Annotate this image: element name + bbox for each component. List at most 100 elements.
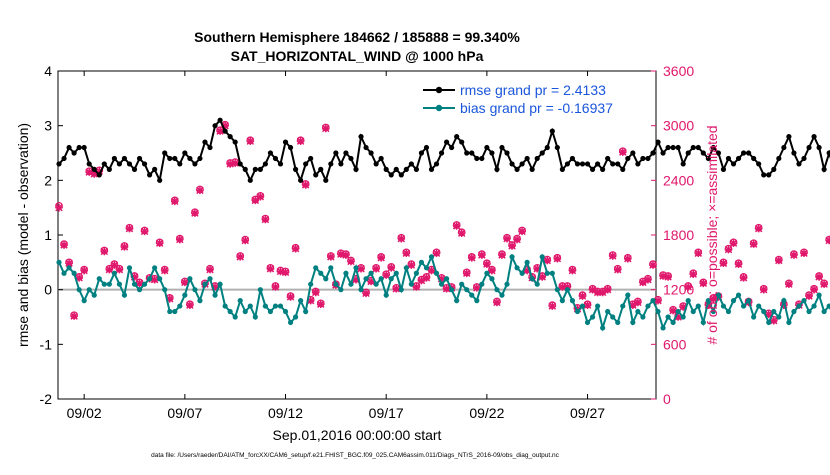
- rmse-point: [202, 139, 208, 145]
- rmse-point: [252, 166, 258, 172]
- bias-point: [318, 270, 324, 276]
- rmse-point: [338, 161, 344, 167]
- y-right-tick-label: 3000: [663, 118, 694, 134]
- rmse-point: [650, 150, 656, 156]
- plot-area: [57, 70, 657, 400]
- rmse-point: [625, 155, 631, 162]
- obs-assimilated-point: [301, 181, 310, 189]
- obs-assimilated-point: [719, 259, 728, 268]
- bias-point: [740, 303, 747, 309]
- obs-assimilated-point: [483, 260, 491, 268]
- rmse-point: [705, 155, 711, 162]
- rmse-point: [418, 150, 425, 156]
- obs-assimilated-point: [266, 264, 275, 273]
- bias-point: [91, 292, 97, 298]
- rmse-point: [771, 166, 777, 172]
- bias-point: [519, 270, 525, 276]
- obs-assimilated-point: [442, 284, 451, 293]
- bias-point: [86, 287, 92, 293]
- bias-point: [182, 292, 188, 298]
- bias-point: [700, 319, 706, 326]
- rmse-point: [177, 161, 183, 167]
- bias-point: [454, 298, 460, 304]
- obs-assimilated-point: [352, 275, 360, 284]
- bias-point: [811, 303, 817, 309]
- bias-point: [730, 298, 737, 304]
- bias-point: [423, 265, 430, 271]
- obs-assimilated-point: [488, 266, 496, 275]
- x-tick-label: 09/12: [268, 405, 303, 421]
- obs-assimilated-point: [664, 273, 672, 281]
- bias-point: [710, 308, 716, 315]
- bias-point: [383, 292, 389, 298]
- bias-point: [554, 287, 560, 293]
- rmse-point: [292, 166, 299, 172]
- rmse-point: [91, 166, 97, 172]
- bias-point: [232, 314, 238, 320]
- bias-point: [645, 303, 651, 309]
- obs-assimilated-point: [533, 264, 542, 273]
- bias-point: [438, 281, 445, 287]
- bias-point: [328, 265, 334, 271]
- obs-assimilated-point: [65, 259, 73, 268]
- bias-point: [157, 276, 163, 282]
- bias-point: [766, 319, 772, 326]
- bias-point: [96, 276, 102, 282]
- bias-point: [141, 281, 148, 287]
- rmse-point: [494, 166, 500, 172]
- rmse-point: [217, 117, 223, 123]
- bias-point: [801, 298, 807, 304]
- rmse-point: [675, 144, 681, 151]
- obs-assimilated-point: [624, 254, 632, 263]
- bias-point: [76, 287, 82, 293]
- bias-point: [388, 276, 394, 282]
- rmse-point: [287, 144, 294, 151]
- obs-assimilated-point: [568, 266, 577, 275]
- bias-point: [267, 308, 274, 315]
- rmse-point: [529, 166, 535, 172]
- y-left-tick-label: -1: [40, 336, 53, 352]
- rmse-point: [147, 172, 153, 178]
- obs-assimilated-point: [493, 298, 501, 307]
- obs-assimilated-point: [810, 285, 818, 294]
- obs-assimilated-point: [598, 288, 607, 297]
- bias-point: [272, 303, 279, 309]
- rmse-point: [670, 144, 676, 151]
- rmse-point: [167, 155, 173, 162]
- bias-point: [101, 281, 107, 287]
- bias-point: [222, 303, 228, 309]
- obs-assimilated-point: [618, 148, 627, 156]
- obs-assimilated-point: [709, 294, 718, 303]
- obs-assimilated-point: [170, 197, 179, 206]
- obs-assimilated-point: [754, 224, 763, 233]
- rmse-point: [786, 134, 792, 140]
- rmse-point: [469, 150, 475, 156]
- rmse-point: [464, 150, 470, 156]
- y-left-tick-label: 2: [44, 172, 52, 188]
- rmse-point: [333, 150, 339, 156]
- bias-point: [680, 314, 686, 320]
- obs-assimilated-point: [669, 306, 677, 315]
- y-axis-right-label: # of obs: o=possible; ×=assimilated: [704, 125, 720, 344]
- rmse-point: [116, 161, 123, 167]
- bias-point: [187, 276, 193, 282]
- obs-assimilated-point: [135, 279, 144, 288]
- x-tick-label: 09/07: [167, 405, 202, 421]
- obs-assimilated-point: [327, 253, 335, 261]
- bias-point: [126, 265, 133, 271]
- bias-point: [247, 303, 253, 309]
- obs-assimilated-point: [281, 268, 290, 277]
- y-axis-left-ticks: -2 -1 0 1 2 3 4: [40, 63, 63, 407]
- x-tick-label: 09/02: [67, 405, 102, 421]
- obs-assimilated-point: [508, 242, 516, 250]
- obs-assimilated-point: [367, 277, 375, 286]
- bias-point: [353, 265, 359, 271]
- obs-assimilated-point: [377, 253, 385, 262]
- rmse-point: [816, 144, 822, 151]
- data-file-footer: data file: /Users/raeder/DAI/ATM_forcXX/…: [151, 452, 560, 459]
- obs-assimilated-point: [160, 266, 169, 275]
- bias-point: [660, 325, 666, 331]
- bias-point: [242, 308, 248, 315]
- bias-point: [443, 276, 450, 282]
- bias-point: [630, 319, 636, 326]
